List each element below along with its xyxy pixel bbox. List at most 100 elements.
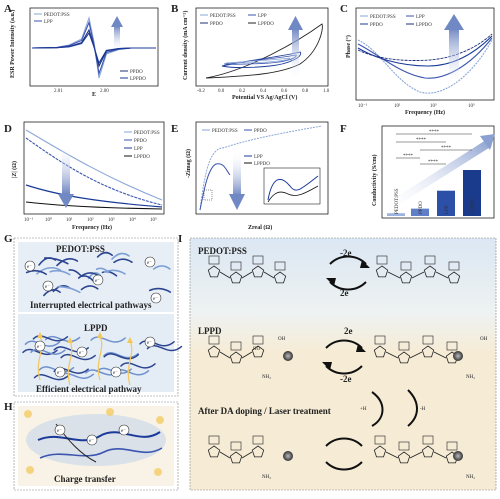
panel-d-xtick: 10⁰ bbox=[45, 217, 52, 223]
panel-c-xlabel: Frequency (Hz) bbox=[405, 109, 445, 116]
panel-g-electron-label: e⁻ bbox=[37, 345, 42, 350]
panel-e-legend-4: LPPDO bbox=[254, 162, 270, 167]
panel-c-phase-lpp bbox=[357, 37, 493, 79]
panel-d-xtick: 10⁴ bbox=[129, 217, 136, 223]
panel-d-xtick: 10² bbox=[87, 217, 94, 223]
panel-f-frame bbox=[381, 125, 495, 219]
panel-g-lppd-title: LPPD bbox=[84, 323, 108, 333]
panel-i-oh-label-2: OH bbox=[480, 337, 488, 342]
panel-a-frame bbox=[29, 7, 159, 87]
panel-i-dopamine-node bbox=[453, 351, 463, 361]
panel-g-fiber bbox=[139, 340, 175, 347]
panel-g-fiber bbox=[80, 285, 99, 291]
panel-c-legend-3: PPDO bbox=[370, 23, 383, 28]
panel-h: H e⁻ e⁻ e⁻ Charge transfer bbox=[4, 401, 179, 491]
panel-e-trend-arrowhead bbox=[229, 194, 245, 210]
panel-g-top-fibers bbox=[25, 251, 172, 297]
panel-b-ylabel: Current density (mA cm⁻²) bbox=[182, 11, 189, 80]
panel-f-ylabel: Conductivity (S/cm) bbox=[371, 155, 378, 207]
panel-a-xlabel: E bbox=[92, 92, 96, 98]
panel-b-xtick: 0.8 bbox=[302, 89, 309, 94]
panel-i-nh2-label-1: NH₂ bbox=[262, 375, 271, 380]
panel-g-fiber bbox=[148, 287, 172, 293]
panel-g-fiber bbox=[103, 352, 139, 359]
panel-i-thiophene-ring bbox=[251, 345, 265, 358]
panel-i-dioxane-ring bbox=[398, 441, 410, 451]
panel-g-electron bbox=[144, 336, 156, 348]
panel-d-legend-3: LPP bbox=[134, 147, 143, 152]
panel-c-xtick-2: 10¹ bbox=[394, 103, 401, 109]
panel-g-fiber bbox=[103, 269, 126, 275]
panel-f-bar bbox=[463, 170, 481, 216]
panel-a-legend-1: PEDOT:PSS bbox=[44, 13, 70, 18]
panel-g-fiber bbox=[33, 374, 70, 381]
panel-g-fiber bbox=[56, 258, 79, 267]
panel-g-electron-label: e⁻ bbox=[79, 351, 84, 356]
panel-g-electron-label: e⁻ bbox=[113, 371, 118, 376]
panel-b-frame bbox=[195, 7, 329, 87]
panel-g-current-arrowhead bbox=[127, 337, 133, 343]
panel-b-legend-1: PEDOT:PSS bbox=[210, 14, 236, 19]
panel-i-dopamine-node bbox=[283, 351, 293, 361]
panel-b-cv-lpp bbox=[223, 54, 297, 65]
panel-d-xtick: 10³ bbox=[108, 217, 115, 223]
panel-i-bond bbox=[385, 351, 399, 359]
panel-a-xtick-2: 2.00 bbox=[100, 89, 109, 94]
panel-a-series-lppdo bbox=[31, 31, 156, 65]
panel-d-label: D bbox=[4, 123, 12, 135]
panel-i-arrow-protonation bbox=[407, 389, 418, 427]
panel-b-xtick: 0.0 bbox=[218, 89, 225, 94]
panel-h-label: H bbox=[4, 401, 13, 413]
panel-i-dioxane-ring bbox=[208, 255, 220, 265]
panel-i-thiophene-ring bbox=[421, 345, 435, 358]
panel-i-thiophene-ring bbox=[399, 271, 413, 284]
panel-i-bond bbox=[409, 451, 423, 459]
panel-i-label: I bbox=[178, 233, 182, 245]
panel-g-electron bbox=[92, 274, 104, 286]
panel-i-thiophene-ring bbox=[251, 265, 265, 278]
panel-i-dioxane-ring bbox=[374, 435, 386, 445]
panel-i-dioxane-ring bbox=[398, 341, 410, 351]
panel-i-bond bbox=[387, 271, 401, 279]
panel-i-dopamine-node bbox=[453, 451, 463, 461]
panel-a-trend-arrowhead bbox=[111, 16, 123, 27]
panel-g-fiber bbox=[38, 366, 75, 373]
panel-g-fiber bbox=[49, 269, 71, 276]
panel-g-fiber bbox=[32, 335, 69, 342]
panel-e: E -Zimag (Ω) Zreal (Ω) PEDOT:PSS PPDO LP… bbox=[171, 121, 329, 231]
panel-h-electron-label: e⁻ bbox=[121, 429, 126, 434]
panel-i-dioxane-ring bbox=[252, 255, 264, 265]
panel-e-inset-curve-2 bbox=[267, 185, 319, 203]
panel-i-bond bbox=[385, 451, 399, 459]
panel-g-fiber bbox=[103, 353, 139, 360]
panel-b-xtick: 0.2 bbox=[239, 89, 246, 94]
panel-d-frame bbox=[23, 121, 165, 215]
panel-c-frame bbox=[355, 7, 495, 101]
panel-f-bar bbox=[387, 213, 405, 216]
panel-g-fiber bbox=[68, 269, 82, 276]
panel-d-xticks: 10⁻¹ 10⁰ 10¹ 10² 10³ 10⁴ 10⁵ bbox=[24, 217, 157, 223]
panel-g-fiber bbox=[81, 275, 94, 282]
panel-i-thiophene-ring bbox=[229, 351, 243, 364]
panel-g-current-path bbox=[37, 335, 43, 381]
panel-i-thiophene-ring bbox=[207, 445, 221, 458]
panel-f-sig-stars: **** bbox=[441, 146, 452, 151]
panel-h-dopant-dot bbox=[24, 410, 32, 418]
panel-i-minus2e-mid: -2e bbox=[340, 374, 352, 384]
panel-b-xlabel: Potential VS Ag/AgCl (V) bbox=[232, 94, 297, 101]
panel-i-thiophene-ring bbox=[373, 345, 387, 358]
panel-d-legend-1: PEDOT:PSS bbox=[134, 131, 160, 136]
panel-i-top-title: PEDOT:PSS bbox=[198, 246, 247, 256]
panel-i-bond bbox=[219, 451, 231, 459]
panel-g-electron bbox=[24, 260, 36, 272]
panel-f-sig-stars: **** bbox=[403, 154, 414, 159]
panel-g-current-arrowhead bbox=[67, 337, 73, 343]
panel-i-arrow-oxidation-bot bbox=[325, 437, 363, 447]
panel-g-electrons: e⁻ e⁻ e⁻ e⁻ e⁻ e⁻ e⁻ e⁻ e⁻ e⁻ bbox=[24, 256, 162, 378]
panel-h-chain-2 bbox=[39, 447, 163, 459]
panel-i-dioxane-ring bbox=[230, 341, 242, 351]
panel-d-impedance-lppdo bbox=[25, 201, 163, 210]
panel-a-series bbox=[31, 15, 156, 79]
panel-b-legend-2: LPP bbox=[258, 14, 267, 19]
